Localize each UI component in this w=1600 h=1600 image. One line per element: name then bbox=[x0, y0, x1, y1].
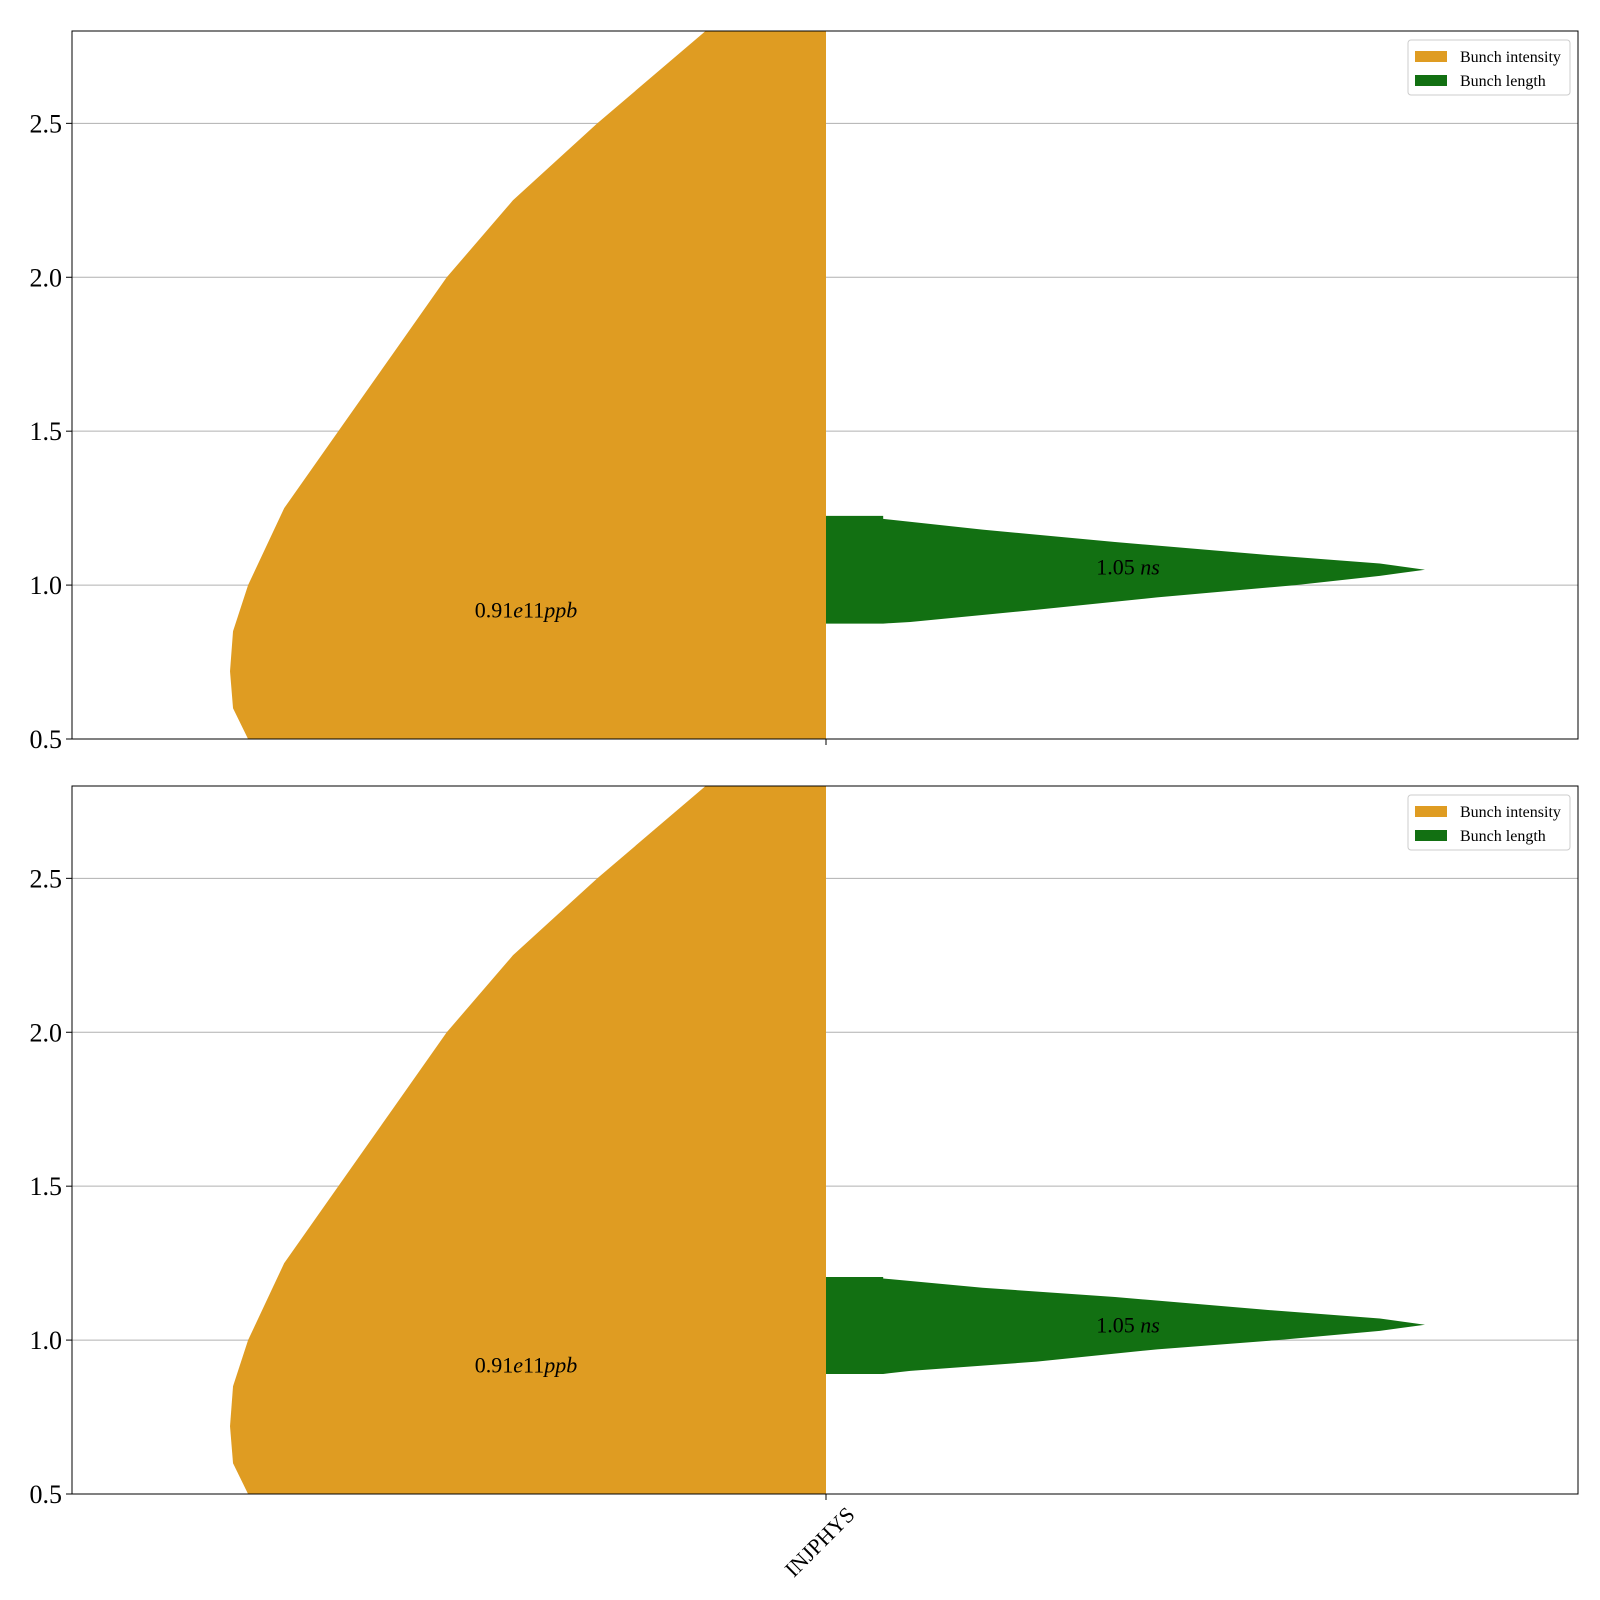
y-tick-label: 1.5 bbox=[30, 1172, 63, 1201]
legend-label: Bunch length bbox=[1460, 73, 1546, 90]
y-tick-label: 2.0 bbox=[30, 1018, 63, 1047]
legend-box bbox=[1407, 794, 1571, 851]
annotation-intensity: 0.91e11ppb bbox=[475, 598, 577, 623]
legend-label: Bunch intensity bbox=[1460, 804, 1561, 821]
legend: Bunch intensity Bunch length bbox=[1407, 39, 1571, 96]
legend-swatch bbox=[1415, 75, 1447, 86]
legend-box bbox=[1407, 39, 1571, 96]
legend-swatch bbox=[1415, 830, 1447, 841]
annotation-length: 1.05 ns bbox=[1096, 555, 1160, 580]
x-tick-label: INJPHYS bbox=[780, 1502, 860, 1582]
panel-2: 0.91e11ppb 1.05 ns 0.5 1.0 1.5 2.0 2.5 INJPHYS B… bbox=[30, 785, 1579, 1582]
y-tick-label: 0.5 bbox=[30, 1480, 63, 1509]
y-tick-label: 2.5 bbox=[30, 864, 63, 893]
y-tick-label: 1.5 bbox=[30, 417, 63, 446]
y-tick-label: 1.0 bbox=[30, 571, 63, 600]
legend-swatch bbox=[1415, 51, 1447, 62]
panel-1: 0.91e11ppb 1.05 ns 0.5 1.0 1.5 2.0 2.5 Bunch in… bbox=[30, 30, 1579, 754]
annotation-intensity: 0.91e11ppb bbox=[475, 1353, 577, 1378]
violin-bunch-intensity bbox=[230, 786, 826, 1494]
plot-frame bbox=[71, 785, 1579, 1495]
violin-bunch-length bbox=[826, 515, 1425, 624]
y-tick-label: 1.0 bbox=[30, 1326, 63, 1355]
legend-swatch bbox=[1415, 806, 1447, 817]
y-tick-label: 0.5 bbox=[30, 725, 63, 754]
legend: Bunch intensity Bunch length bbox=[1407, 794, 1571, 851]
y-tick-label: 2.0 bbox=[30, 263, 63, 292]
plot-frame bbox=[71, 30, 1579, 740]
violin-bunch-length bbox=[826, 1276, 1425, 1374]
violin-bunch-intensity bbox=[230, 31, 826, 739]
legend-label: Bunch length bbox=[1460, 828, 1546, 845]
legend-label: Bunch intensity bbox=[1460, 49, 1561, 66]
y-tick-label: 2.5 bbox=[30, 109, 63, 138]
annotation-length: 1.05 ns bbox=[1096, 1313, 1160, 1338]
